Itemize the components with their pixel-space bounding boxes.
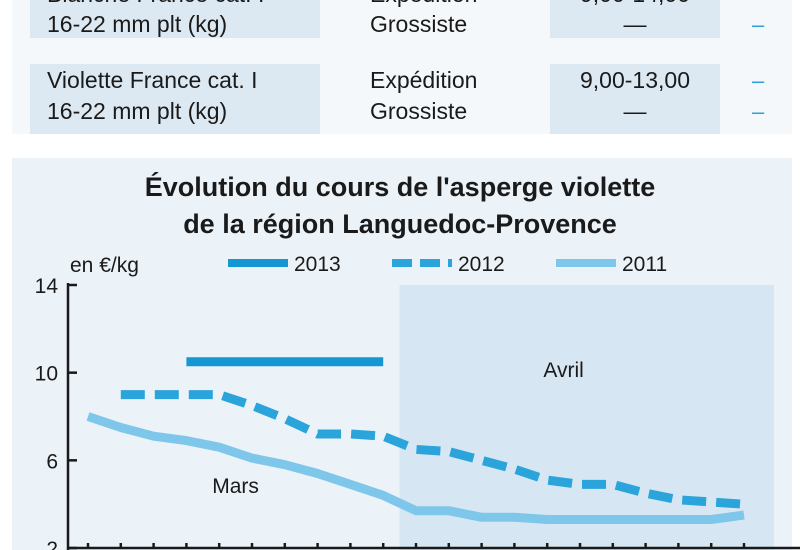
stage-grossiste: Grossiste bbox=[370, 11, 468, 37]
series-line-2012 bbox=[120, 390, 745, 509]
product-cell: Violette France cat. I 16-22 mm plt (kg) bbox=[30, 64, 320, 134]
variation-grossiste: – bbox=[752, 12, 765, 37]
legend-label-2011: 2011 bbox=[622, 253, 667, 276]
price-grossiste: — bbox=[623, 98, 647, 124]
y-tick-label: 10 bbox=[35, 363, 58, 386]
series-line-2011 bbox=[86, 412, 745, 524]
april-shade bbox=[399, 285, 774, 550]
price-cell: 9,00-14,00 — bbox=[550, 0, 720, 38]
price-cell: 9,00-13,00 — bbox=[550, 64, 720, 134]
chart-title: Évolution du cours de l'asperge violette bbox=[144, 172, 656, 202]
product-caliber: 16-22 mm plt (kg) bbox=[47, 11, 228, 37]
price-expedition: 9,00-13,00 bbox=[580, 67, 690, 93]
product-name: Blanche France cat. I bbox=[47, 0, 264, 9]
y-axis-label: en €/kg bbox=[70, 254, 139, 277]
y-tick-label: 6 bbox=[46, 450, 58, 473]
product-cell: Blanche France cat. I 16-22 mm plt (kg) bbox=[30, 0, 320, 38]
stage-grossiste: Grossiste bbox=[370, 98, 468, 124]
legend-label-2012: 2012 bbox=[458, 253, 505, 276]
chart-subtitle: de la région Languedoc-Provence bbox=[183, 209, 617, 239]
table-row: Violette France cat. I 16-22 mm plt (kg)… bbox=[30, 64, 775, 134]
product-name: Violette France cat. I bbox=[47, 67, 258, 93]
legend-label-2013: 2013 bbox=[294, 253, 341, 276]
y-tick-label: 14 bbox=[35, 275, 59, 298]
table-row: Blanche France cat. I 16-22 mm plt (kg) … bbox=[30, 0, 775, 38]
stage-expedition: Expédition bbox=[370, 0, 477, 9]
variation-expedition: – bbox=[752, 0, 764, 9]
product-caliber: 16-22 mm plt (kg) bbox=[47, 98, 228, 124]
price-grossiste: — bbox=[623, 11, 647, 37]
y-tick-label: 2 bbox=[46, 538, 58, 550]
variation-expedition: – bbox=[752, 68, 765, 93]
price-expedition: 9,00-14,00 bbox=[550, 0, 720, 9]
stage-expedition: Expédition bbox=[370, 67, 478, 93]
period-label-avril: Avril bbox=[543, 359, 583, 382]
period-label-mars: Mars bbox=[212, 475, 259, 498]
variation-grossiste: – bbox=[752, 99, 765, 124]
